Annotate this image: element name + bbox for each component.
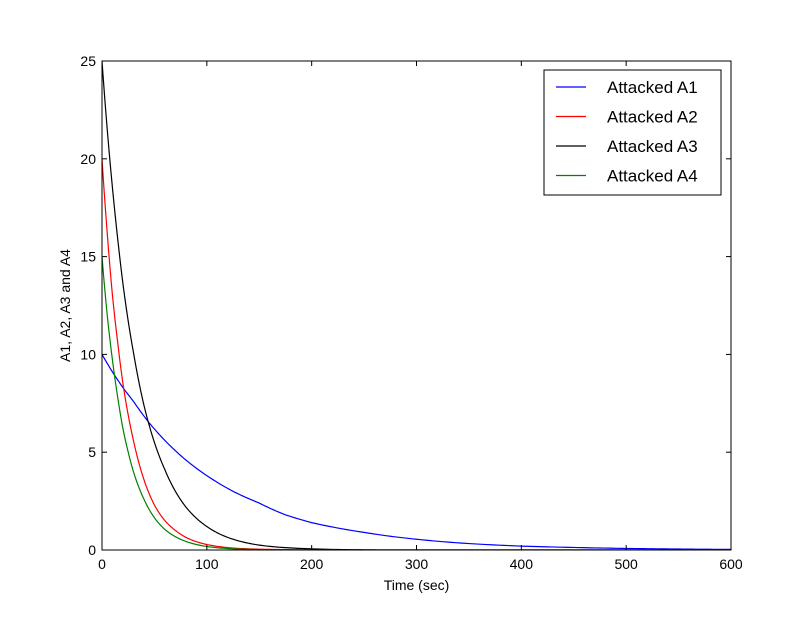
y-tick-label: 15	[80, 249, 96, 265]
y-tick-label: 10	[80, 346, 96, 362]
x-tick-label: 600	[719, 556, 743, 572]
legend-label: Attacked A2	[607, 108, 698, 127]
legend-label: Attacked A3	[607, 137, 698, 156]
axis-ticks: 0 100 200 300 400 500 600 0 5 10 15 20 25	[80, 53, 742, 572]
x-tick-label: 500	[614, 556, 638, 572]
y-tick-label: 25	[80, 53, 96, 69]
legend: Attacked A1 Attacked A2 Attacked A3 Attacke…	[543, 69, 722, 196]
x-tick-label: 100	[195, 556, 219, 572]
x-tick-label: 0	[98, 556, 106, 572]
x-tick-label: 400	[510, 556, 534, 572]
x-tick-label: 200	[300, 556, 324, 572]
y-tick-label: 20	[80, 151, 96, 167]
series-line-1	[102, 354, 731, 550]
series-line-2	[102, 158, 731, 550]
legend-label: Attacked A4	[607, 167, 698, 186]
x-tick-label: 300	[405, 556, 429, 572]
legend-box	[543, 69, 722, 196]
y-tick-label: 0	[88, 542, 96, 558]
x-axis-label: Time (sec)	[384, 577, 450, 593]
series-line-4	[102, 256, 731, 550]
y-tick-label: 5	[88, 444, 96, 460]
y-axis-label: A1, A2, A3 and A4	[57, 249, 73, 362]
legend-label: Attacked A1	[607, 78, 698, 97]
